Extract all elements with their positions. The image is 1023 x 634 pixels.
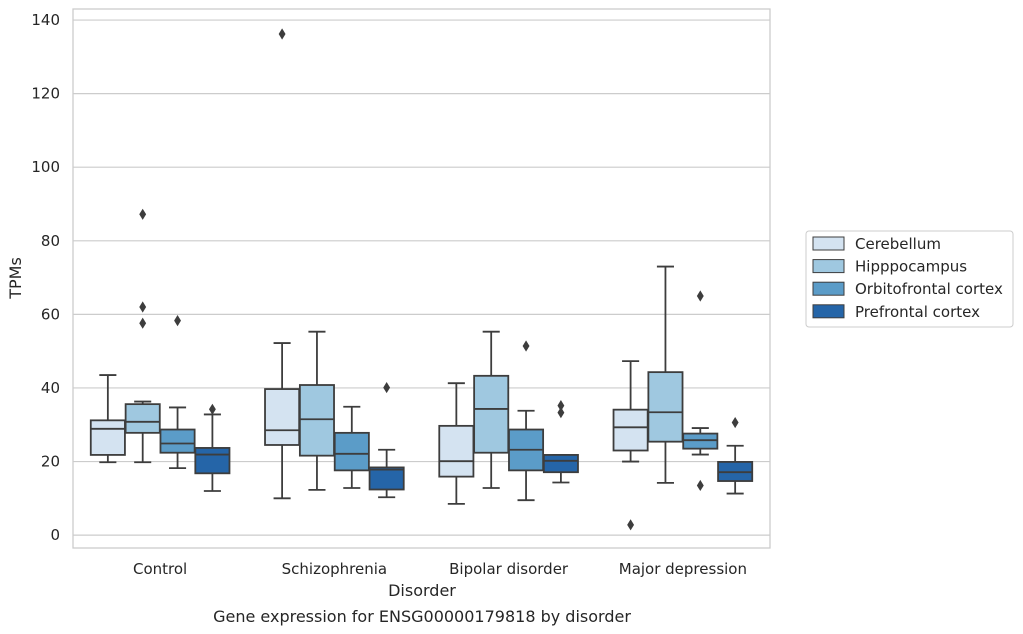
- box-body: [473, 374, 510, 454]
- outlier-point: [383, 381, 391, 394]
- box-body: [682, 432, 719, 450]
- legend-swatch: [812, 304, 845, 319]
- box: [368, 381, 405, 499]
- y-tick-label: 40: [41, 379, 60, 397]
- box: [438, 382, 475, 505]
- gridlines: [73, 19, 770, 536]
- box: [159, 315, 196, 470]
- box: [124, 208, 161, 464]
- legend-item: Prefrontal cortex: [812, 303, 980, 321]
- box: [264, 28, 301, 500]
- legend-label: Hipppocampus: [855, 258, 967, 276]
- x-tick-label: Control: [133, 560, 187, 578]
- outlier-point: [278, 28, 286, 40]
- outlier-point: [731, 416, 739, 429]
- legend-swatch: [812, 236, 845, 251]
- y-tick-label: 120: [31, 85, 60, 103]
- box-body: [333, 431, 370, 472]
- box: [89, 374, 126, 464]
- legend-swatch: [812, 281, 845, 296]
- legend-frame: [805, 230, 1014, 328]
- legend-label: Cerebellum: [855, 235, 941, 253]
- box: [473, 330, 510, 489]
- box-body: [368, 466, 405, 491]
- box: [542, 400, 579, 484]
- chart-caption: Gene expression for ENSG00000179818 by d…: [213, 607, 631, 626]
- y-axis-title: TPMs: [6, 257, 25, 300]
- outlier-point: [557, 400, 565, 412]
- box: [717, 416, 754, 495]
- x-axis-title: Disorder: [388, 581, 456, 600]
- outlier-point: [627, 519, 635, 531]
- box-body: [124, 403, 161, 434]
- legend-items: Cerebellum Hipppocampus Orbitofrontal cort…: [812, 235, 1003, 321]
- box-body: [194, 447, 231, 475]
- legend-item: Orbitofrontal cortex: [812, 280, 1003, 298]
- outlier-point: [696, 479, 704, 492]
- y-tick-label: 140: [31, 11, 60, 29]
- x-tick-label: Schizophrenia: [282, 560, 387, 578]
- x-tick-label: Major depression: [619, 560, 747, 578]
- box-body: [264, 388, 301, 446]
- box-body: [89, 419, 126, 456]
- y-tick-label: 60: [41, 305, 60, 323]
- outlier-point: [208, 403, 216, 415]
- outlier-point: [522, 340, 530, 352]
- plot-area-frame: [72, 8, 771, 549]
- legend-item: Hipppocampus: [812, 258, 967, 276]
- box-body: [612, 408, 649, 452]
- outlier-point: [139, 208, 147, 220]
- legend-item: Cerebellum: [812, 235, 941, 253]
- box-series-group: [89, 28, 754, 531]
- outlier-point: [696, 290, 704, 302]
- box: [194, 403, 231, 492]
- box-body: [542, 454, 579, 474]
- box-body: [647, 371, 684, 443]
- y-tick-label: 100: [31, 158, 60, 176]
- box: [647, 265, 684, 484]
- series-hipppocampus: [124, 208, 684, 491]
- box: [682, 290, 719, 492]
- legend-label: Prefrontal cortex: [855, 303, 980, 321]
- box-body: [438, 424, 475, 478]
- box: [612, 360, 649, 531]
- series-orbitofrontal-cortex: [159, 290, 719, 502]
- outlier-point: [139, 301, 147, 313]
- outlier-point: [174, 315, 181, 327]
- x-tick-label: Bipolar disorder: [449, 560, 569, 578]
- legend-label: Orbitofrontal cortex: [855, 280, 1003, 298]
- outlier-point: [139, 317, 147, 329]
- y-tick-labels: 0 20 40 60 80 100 120 140: [31, 11, 60, 544]
- series-prefrontal-cortex: [194, 381, 754, 499]
- x-tick-labels: Control Schizophrenia Bipolar disorder Majo…: [133, 560, 747, 578]
- box: [298, 330, 335, 491]
- legend-swatch: [812, 259, 845, 274]
- legend: Cerebellum Hipppocampus Orbitofrontal cort…: [805, 230, 1014, 328]
- series-cerebellum: [89, 28, 649, 531]
- box-body: [298, 384, 335, 457]
- y-tick-label: 0: [50, 526, 60, 544]
- y-tick-label: 80: [41, 232, 60, 250]
- box: [333, 405, 370, 489]
- box: [508, 340, 545, 502]
- box-body: [159, 428, 196, 454]
- outlier-point: [557, 407, 565, 419]
- y-tick-label: 20: [41, 453, 60, 471]
